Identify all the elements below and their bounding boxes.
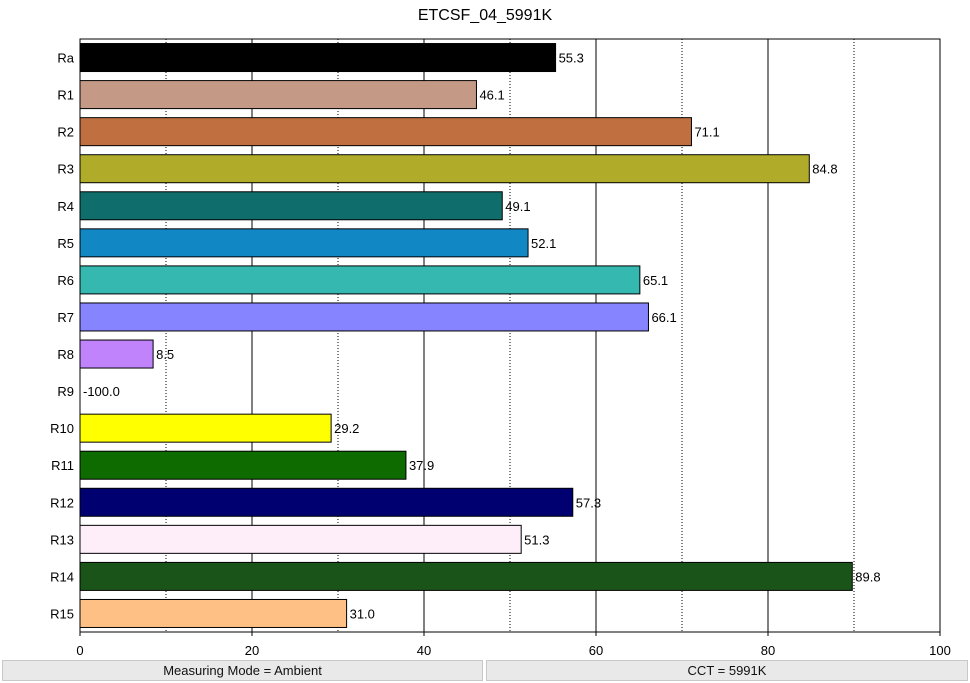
category-label: R15	[50, 606, 74, 621]
bar-value-label: 52.1	[531, 236, 556, 251]
bar	[79, 265, 641, 295]
chart-title: ETCSF_04_5991K	[417, 7, 553, 24]
category-label: R3	[57, 162, 74, 177]
bar-value-label: 89.8	[855, 569, 880, 584]
bar	[79, 80, 477, 110]
bar	[79, 302, 649, 332]
bar-value-label: 84.8	[812, 162, 837, 177]
bar	[79, 487, 574, 517]
category-label: R7	[57, 310, 74, 325]
category-label: R10	[50, 421, 74, 436]
bar-value-label: 65.1	[643, 273, 668, 288]
bar	[79, 413, 332, 443]
measuring-mode-status: Measuring Mode = Ambient	[2, 660, 483, 681]
bar-value-label: 29.2	[334, 421, 359, 436]
category-label: R2	[57, 125, 74, 140]
bar	[79, 117, 692, 147]
plot-frame	[79, 38, 941, 633]
bar-value-label: 37.9	[409, 458, 434, 473]
bar	[79, 43, 557, 73]
bar-value-label: 46.1	[479, 88, 504, 103]
category-label: Ra	[57, 51, 74, 66]
bar-value-label: 51.3	[524, 532, 549, 547]
bar-value-label: -100.0	[83, 384, 120, 399]
bar	[79, 154, 810, 184]
category-label: R8	[57, 347, 74, 362]
bar-value-label: 31.0	[350, 606, 375, 621]
bar	[79, 598, 348, 628]
bar-value-label: 71.1	[694, 125, 719, 140]
bar-value-label: 49.1	[505, 199, 530, 214]
bar-value-label: 8.5	[156, 347, 174, 362]
bar-chart: Ra 55.3 R1 46.1 R2 71.1 R3 84.8 R4 49.1 R5 52.1 R6 65…	[50, 38, 951, 658]
category-label: R6	[57, 273, 74, 288]
x-tick-label: 20	[245, 643, 259, 658]
bar	[79, 450, 407, 480]
category-label: R1	[57, 88, 74, 103]
bar-value-label: 57.3	[576, 495, 601, 510]
x-tick-label: 80	[761, 643, 775, 658]
bar	[79, 524, 522, 554]
bar	[79, 191, 503, 221]
bar	[79, 228, 529, 258]
category-label: R9	[57, 384, 74, 399]
x-tick-label: 40	[417, 643, 431, 658]
x-tick-label: 60	[589, 643, 603, 658]
category-label: R5	[57, 236, 74, 251]
x-tick-label: 100	[929, 643, 951, 658]
cct-status: CCT = 5991K	[486, 660, 968, 681]
category-label: R4	[57, 199, 74, 214]
category-label: R11	[51, 458, 74, 473]
bar-value-label: 55.3	[559, 51, 584, 66]
category-label: R13	[50, 532, 74, 547]
x-tick-label: 0	[76, 643, 83, 658]
bar	[79, 561, 853, 591]
category-label: R12	[50, 495, 74, 510]
bar	[79, 339, 154, 369]
bar-value-label: 66.1	[651, 310, 676, 325]
category-label: R14	[50, 569, 74, 584]
